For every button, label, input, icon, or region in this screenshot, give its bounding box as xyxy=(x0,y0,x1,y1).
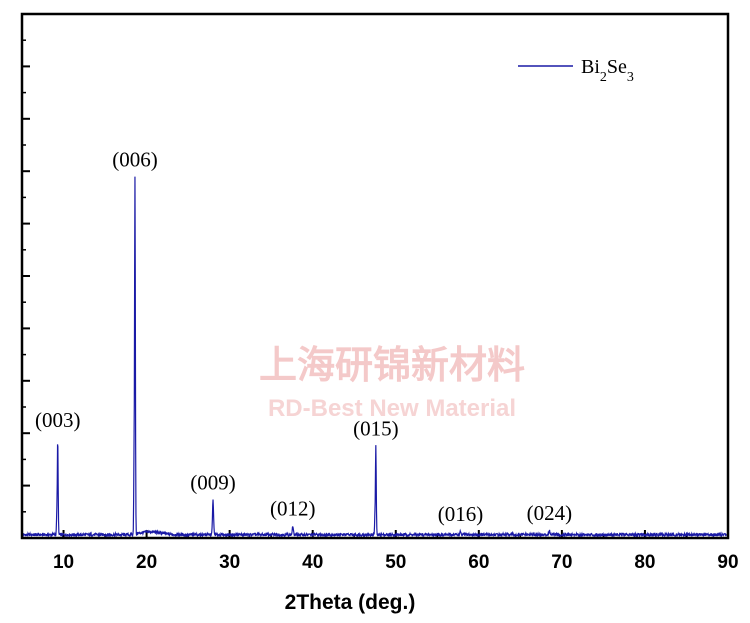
watermark-cn: 上海研锦新材料 xyxy=(259,343,525,387)
plot-frame xyxy=(20,12,730,540)
x-tick-label: 80 xyxy=(634,552,655,573)
x-tick-label: 90 xyxy=(717,552,738,573)
x-axis-title: 2Theta (deg.) xyxy=(285,591,416,614)
legend-label-bi2se3: Bi2Se3 xyxy=(581,56,634,85)
x-tick-label: 70 xyxy=(551,552,572,573)
x-tick-label: 30 xyxy=(219,552,240,573)
legend: Bi2Se3 xyxy=(518,56,634,85)
peak-label: (006) xyxy=(112,148,158,172)
x-tick-label: 10 xyxy=(53,552,74,573)
x-tick-label: 60 xyxy=(468,552,489,573)
peak-labels: (003) (006) (009) (012) (015) (016) (024) xyxy=(35,148,572,526)
watermark-en: RD-Best New Material xyxy=(268,395,516,422)
x-tick-label: 20 xyxy=(136,552,157,573)
peak-label: (009) xyxy=(190,470,236,494)
peak-label: (012) xyxy=(270,497,316,521)
x-tick-label: 40 xyxy=(302,552,323,573)
x-tick-label: 50 xyxy=(385,552,406,573)
peak-label: (003) xyxy=(35,408,81,432)
x-axis-tick-labels: 10 20 30 40 50 60 70 80 90 xyxy=(53,552,739,573)
peak-label: (016) xyxy=(438,502,484,526)
peak-label: (015) xyxy=(353,416,399,440)
series-line-bi2se3 xyxy=(21,176,729,539)
peak-label: (024) xyxy=(527,501,573,525)
